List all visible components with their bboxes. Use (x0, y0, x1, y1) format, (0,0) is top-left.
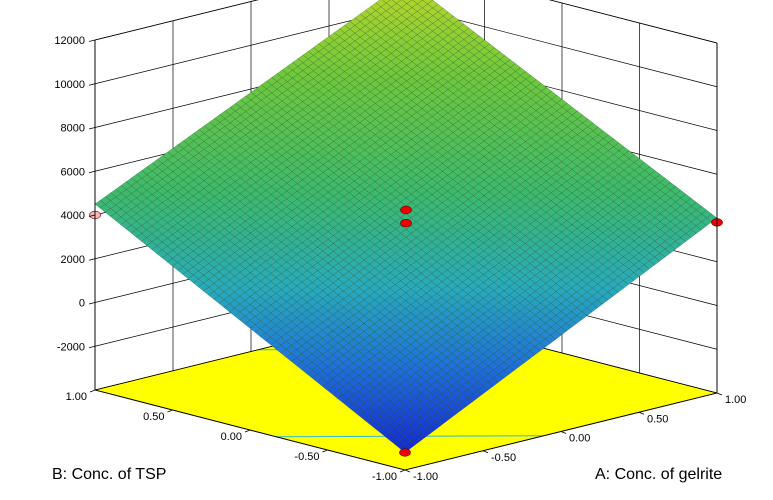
b-tick-mark (168, 410, 173, 412)
z-tick-label: 4000 (61, 210, 85, 222)
b-tick-label: 1.00 (66, 391, 87, 403)
b-tick-label: -1.00 (372, 471, 397, 483)
z-tick-label: 2000 (61, 254, 85, 266)
design-point (400, 449, 411, 457)
b-tick-mark (245, 430, 250, 432)
z-tick-mark (89, 259, 95, 261)
b-tick-mark (400, 470, 405, 472)
b-tick-label: 0.50 (143, 411, 164, 423)
a-tick-label: 0.50 (647, 413, 668, 425)
z-tick-mark (89, 128, 95, 130)
b-tick-label: -0.50 (294, 451, 319, 463)
a-tick-label: 0.00 (569, 433, 590, 445)
z-tick-label: -2000 (57, 341, 85, 353)
a-tick-mark (405, 470, 410, 472)
z-tick-mark (89, 303, 95, 305)
a-tick-mark (561, 432, 566, 434)
b-tick-label: 0.00 (221, 431, 242, 443)
z-tick-label: 8000 (61, 123, 85, 135)
a-tick-label: -1.00 (413, 471, 438, 483)
z-tick-mark (89, 171, 95, 173)
z-tick-mark (89, 84, 95, 86)
design-point (401, 219, 412, 227)
z-tick-label: 6000 (61, 166, 85, 178)
design-point (401, 206, 412, 214)
y-axis-title: B: Conc. of TSP (52, 466, 166, 483)
z-tick-label: 10000 (54, 79, 85, 91)
a-tick-label: 1.00 (725, 394, 746, 406)
a-tick-mark (717, 393, 722, 395)
z-tick-mark (89, 346, 95, 348)
z-tick-mark (89, 40, 95, 42)
x-axis-title: A: Conc. of gelrite (595, 466, 722, 483)
b-tick-mark (323, 450, 328, 452)
b-tick-mark (90, 390, 95, 392)
a-tick-label: -0.50 (491, 452, 516, 464)
a-tick-mark (483, 451, 488, 453)
a-tick-mark (639, 412, 644, 414)
z-tick-label: 12000 (54, 35, 85, 47)
z-tick-label: 0 (79, 298, 85, 310)
